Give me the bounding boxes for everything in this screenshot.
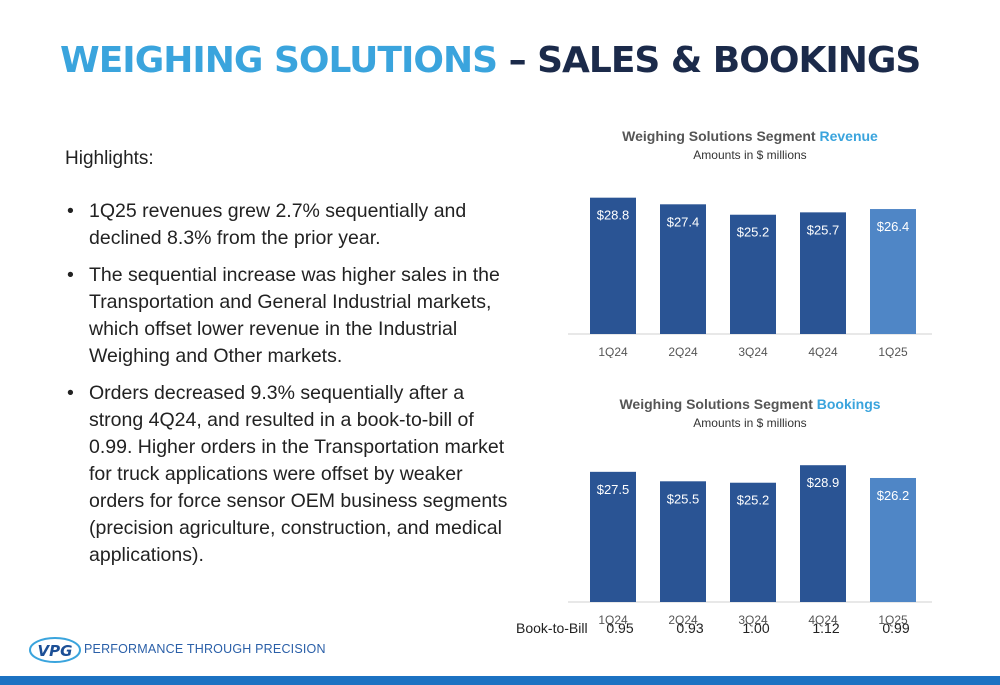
revenue-data-label: $27.4 bbox=[667, 214, 700, 229]
bookings-data-label: $25.5 bbox=[667, 491, 700, 506]
book-to-bill-label: Book-to-Bill bbox=[516, 620, 588, 636]
bookings-chart-subtitle: Amounts in $ millions bbox=[693, 416, 807, 430]
highlights-list: • 1Q25 revenues grew 2.7% sequentially an… bbox=[65, 198, 515, 579]
bullet-text: Orders decreased 9.3% sequentially after… bbox=[89, 382, 508, 566]
revenue-data-label: $28.8 bbox=[597, 208, 630, 223]
bookings-bar-1Q25 bbox=[870, 477, 916, 602]
bullet-item: • 1Q25 revenues grew 2.7% sequentially an… bbox=[65, 198, 515, 252]
bullet-text: 1Q25 revenues grew 2.7% sequentially and… bbox=[89, 200, 467, 249]
revenue-chart-title-accent: Revenue bbox=[819, 128, 878, 144]
revenue-bar-1Q25 bbox=[870, 209, 916, 334]
revenue-data-label: $25.7 bbox=[807, 222, 840, 237]
revenue-data-label: $25.2 bbox=[737, 225, 770, 240]
revenue-bar-4Q24 bbox=[800, 212, 846, 334]
page-title: WEIGHING SOLUTIONS – SALES & BOOKINGS bbox=[60, 40, 922, 81]
bookings-bar-3Q24 bbox=[730, 482, 776, 602]
revenue-chart-subtitle: Amounts in $ millions bbox=[693, 148, 807, 162]
vpg-logo-icon: VPG bbox=[29, 637, 81, 663]
revenue-bar-chart: $28.8 1Q24 $27.4 2Q24 $25.2 3Q24 $25.7 4Q24 $26.… bbox=[568, 197, 932, 358]
revenue-bar-2Q24 bbox=[660, 204, 706, 334]
book-to-bill-value: 0.93 bbox=[676, 620, 704, 636]
footer-bar bbox=[0, 676, 1000, 685]
revenue-x-tick-label: 4Q24 bbox=[808, 345, 838, 358]
revenue-bar-1Q24 bbox=[590, 197, 636, 334]
title-part-1: WEIGHING SOLUTIONS bbox=[60, 40, 498, 81]
bookings-bar-chart: $27.5 1Q24 $25.5 2Q24 $25.2 3Q24 $28.9 4Q24 $26.… bbox=[568, 465, 932, 627]
bookings-chart-title: Weighing Solutions Segment Bookings bbox=[560, 396, 940, 412]
revenue-x-tick-label: 1Q25 bbox=[878, 345, 908, 358]
bullet-item: • Orders decreased 9.3% sequentially afte… bbox=[65, 380, 515, 569]
revenue-chart: Weighing Solutions Segment Revenue Amoun… bbox=[560, 128, 940, 358]
bullet-dot-icon: • bbox=[67, 200, 74, 222]
bookings-data-label: $27.5 bbox=[597, 482, 630, 497]
revenue-chart-title-prefix: Weighing Solutions Segment bbox=[622, 128, 820, 144]
bookings-x-tick-label: 3Q24 bbox=[738, 613, 768, 627]
bullet-dot-icon: • bbox=[67, 264, 74, 286]
bullet-item: • The sequential increase was higher sale… bbox=[65, 262, 515, 370]
revenue-x-tick-label: 2Q24 bbox=[668, 345, 698, 358]
revenue-data-label: $26.4 bbox=[877, 219, 910, 234]
bookings-chart-title-prefix: Weighing Solutions Segment bbox=[619, 396, 817, 412]
footer-tagline: PERFORMANCE THROUGH PRECISION bbox=[84, 642, 326, 656]
bullet-dot-icon: • bbox=[67, 382, 74, 404]
bookings-data-label: $26.2 bbox=[877, 488, 910, 503]
highlights-label: Highlights: bbox=[65, 148, 154, 169]
book-to-bill-value: 0.99 bbox=[882, 620, 910, 636]
logo-text: VPG bbox=[38, 642, 73, 660]
bookings-chart: Weighing Solutions Segment Bookings Amou… bbox=[560, 396, 940, 628]
revenue-chart-title: Weighing Solutions Segment Revenue bbox=[560, 128, 940, 144]
bookings-x-tick-label: 1Q25 bbox=[878, 613, 908, 627]
bookings-bar-4Q24 bbox=[800, 465, 846, 602]
title-part-2: – SALES & BOOKINGS bbox=[508, 40, 922, 81]
revenue-bar-3Q24 bbox=[730, 214, 776, 334]
bookings-bar-2Q24 bbox=[660, 481, 706, 602]
book-to-bill-value: 0.95 bbox=[606, 620, 634, 636]
bookings-data-label: $25.2 bbox=[737, 493, 770, 508]
bookings-chart-title-accent: Bookings bbox=[816, 396, 881, 412]
bookings-bar-1Q24 bbox=[590, 471, 636, 602]
bookings-data-label: $28.9 bbox=[807, 475, 840, 490]
revenue-x-tick-label: 1Q24 bbox=[598, 345, 628, 358]
book-to-bill-value: 1.00 bbox=[742, 620, 770, 636]
bookings-x-tick-label: 1Q24 bbox=[598, 613, 628, 627]
bullet-text: The sequential increase was higher sales… bbox=[89, 264, 500, 367]
revenue-x-tick-label: 3Q24 bbox=[738, 345, 768, 358]
bookings-x-tick-label: 4Q24 bbox=[808, 613, 838, 627]
book-to-bill-value: 1.12 bbox=[812, 620, 840, 636]
bookings-x-tick-label: 2Q24 bbox=[668, 613, 698, 627]
